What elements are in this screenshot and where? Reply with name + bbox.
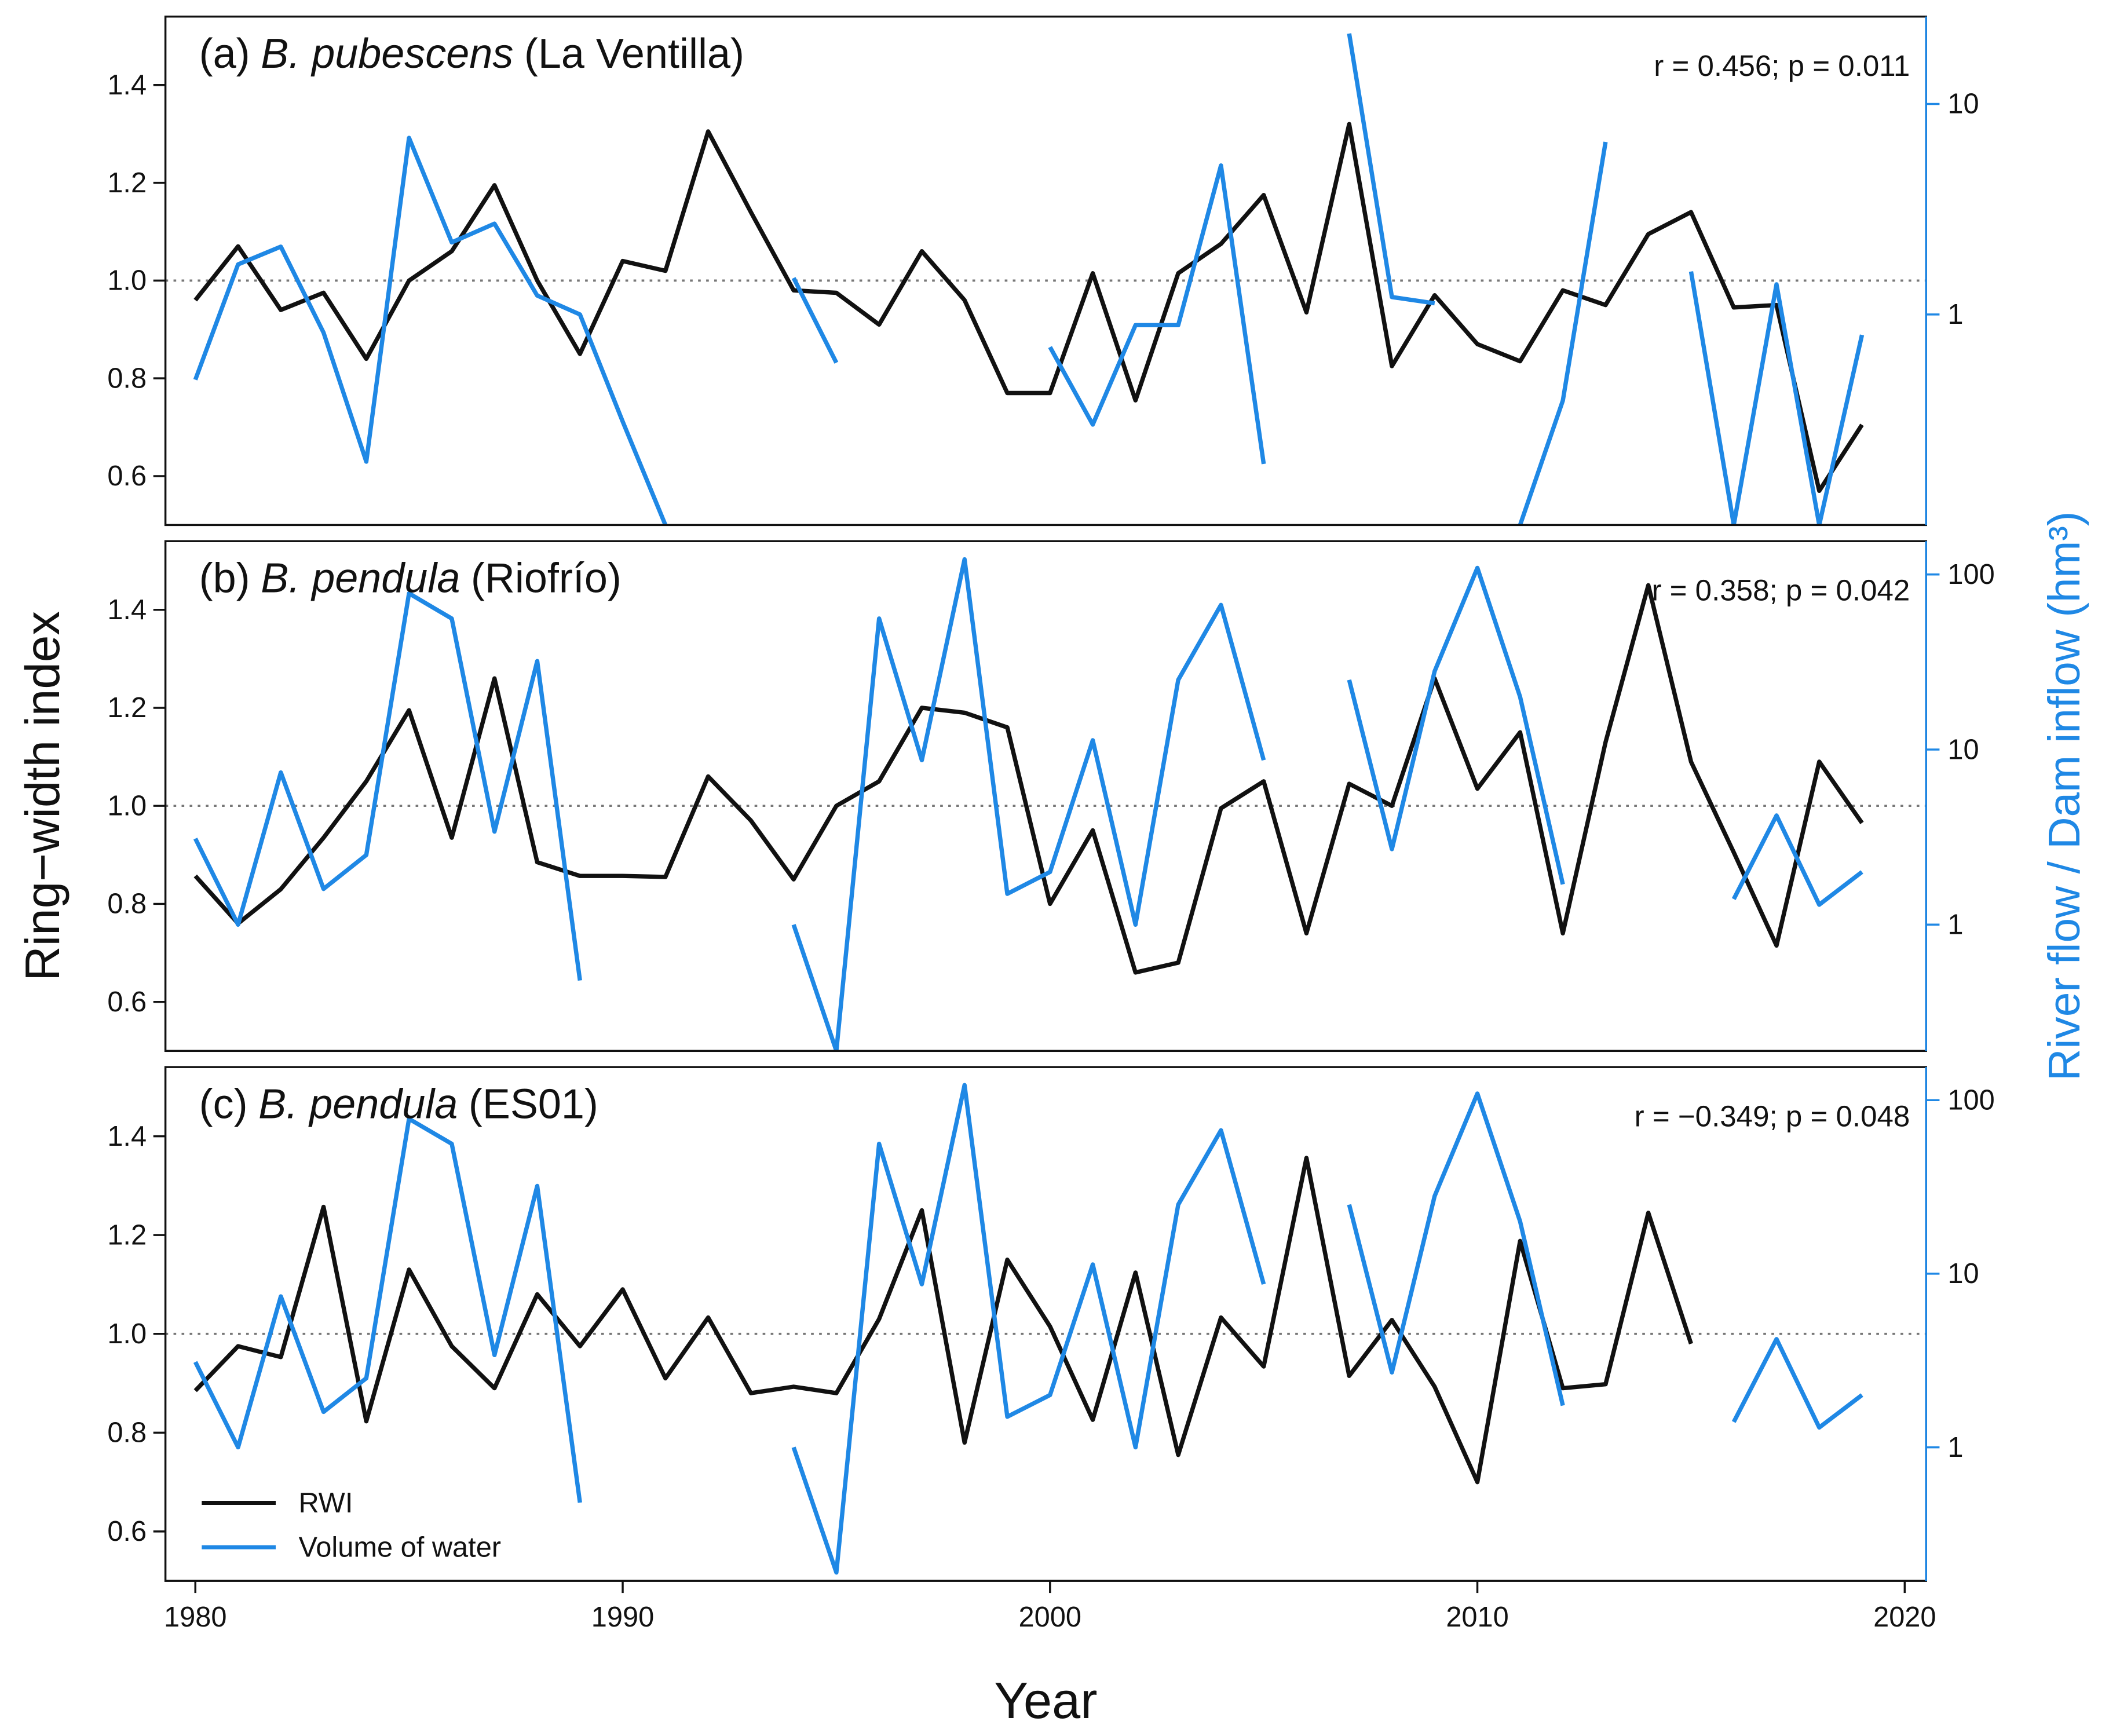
y2-tick-label: 100 (1947, 1084, 1994, 1116)
line (1731, 813, 1863, 907)
x-tick-label: 1990 (591, 1602, 654, 1633)
line (193, 1116, 582, 1503)
annotation: r = −0.349; p = 0.048 (1635, 1099, 1910, 1132)
legend-label: RWI (298, 1488, 353, 1519)
y2-tick-label: 10 (1947, 1258, 1979, 1289)
x-tick-label: 2020 (1873, 1602, 1936, 1633)
y2-tick-label: 100 (1947, 559, 1994, 590)
y-tick-label: 1.4 (107, 1121, 147, 1152)
y2-axis-label: River flow / Dam inflow (hm³) (2040, 511, 2089, 1081)
line (1048, 163, 1266, 465)
panel-title: (c) B. pendula (ES01) (199, 1081, 598, 1127)
panel-title: (b) B. pendula (Riofrío) (199, 555, 622, 601)
y-tick-label: 1.4 (107, 594, 147, 626)
line (193, 591, 582, 981)
species: B. pubescens (261, 31, 513, 77)
y-tick-label: 0.6 (107, 461, 147, 492)
y-tick-label: 0.6 (107, 1516, 147, 1547)
line (1347, 1091, 1565, 1406)
y-tick-label: 0.8 (107, 889, 147, 920)
y2-tick-label: 1 (1947, 1432, 1963, 1463)
x-tick-label: 1980 (164, 1602, 226, 1633)
line (1347, 565, 1565, 885)
line (1731, 1337, 1863, 1430)
site: (Riofrío) (471, 555, 622, 601)
x-axis-label: Year (994, 1672, 1097, 1729)
y-tick-label: 1.0 (107, 790, 147, 821)
y2-tick-label: 10 (1947, 734, 1979, 765)
panel-title: (a) B. pubescens (La Ventilla) (199, 31, 744, 77)
annotation: r = 0.358; p = 0.042 (1651, 573, 1910, 606)
y2-tick-label: 1 (1947, 299, 1963, 330)
line (791, 557, 1266, 1051)
y-tick-label: 1.0 (107, 1318, 147, 1350)
line (1347, 33, 1435, 306)
plot-frame (164, 1066, 1927, 1582)
y-tick-label: 0.8 (107, 1417, 147, 1449)
line (193, 136, 668, 525)
y2-tick-label: 10 (1947, 89, 1979, 120)
panel-label: (c) (199, 1081, 248, 1127)
line (791, 1083, 1266, 1575)
x-tick-label: 2010 (1446, 1602, 1508, 1633)
y-tick-label: 1.2 (107, 692, 147, 723)
plot-area (193, 1083, 1863, 1575)
y2-tick-label: 1 (1947, 909, 1963, 941)
plot-area (193, 33, 1865, 525)
y-tick-label: 0.8 (107, 363, 147, 394)
panel-label: (a) (199, 31, 250, 77)
y-tick-label: 1.2 (107, 1219, 147, 1251)
species: B. pendula (261, 555, 460, 601)
site: (ES01) (469, 1081, 598, 1127)
plot-frame (164, 540, 1927, 1052)
annotation: r = 0.456; p = 0.011 (1654, 49, 1910, 82)
line (193, 1156, 1693, 1485)
site: (La Ventilla) (524, 31, 744, 77)
species: B. pendula (258, 1081, 458, 1127)
y-tick-label: 0.6 (107, 986, 147, 1018)
plot-area (193, 557, 1864, 1051)
panel-label: (b) (199, 555, 250, 601)
x-tick-label: 2000 (1019, 1602, 1081, 1633)
legend-label: Volume of water (298, 1532, 501, 1563)
y-tick-label: 1.0 (107, 265, 147, 297)
plot-frame (164, 15, 1927, 527)
line (193, 583, 1864, 975)
line (1518, 141, 1608, 525)
y-tick-label: 1.2 (107, 167, 147, 199)
line (791, 277, 839, 364)
y-axis-label: Ring−width index (15, 611, 70, 981)
line (193, 122, 1864, 494)
line (1688, 271, 1865, 525)
y-tick-label: 1.4 (107, 70, 147, 101)
